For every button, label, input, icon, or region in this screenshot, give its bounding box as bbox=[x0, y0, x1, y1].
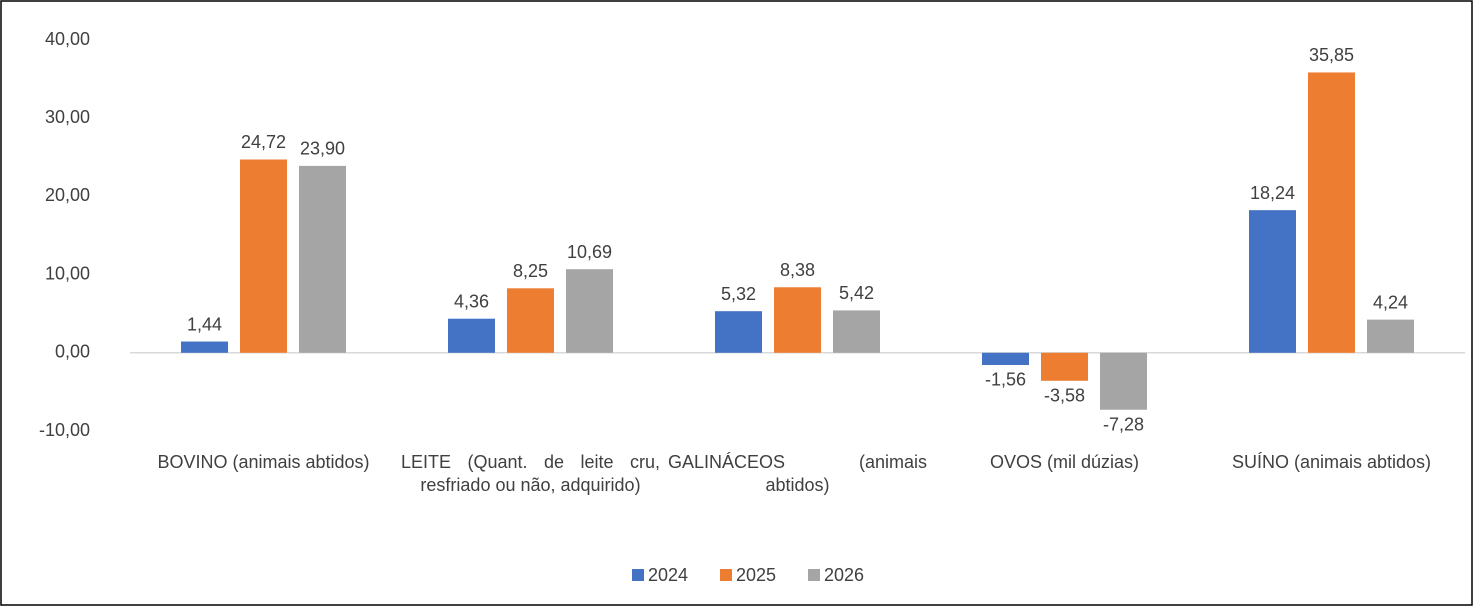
bar bbox=[566, 269, 613, 353]
legend-swatch bbox=[720, 569, 732, 581]
bar bbox=[299, 165, 346, 353]
y-tick-label: 10,00 bbox=[45, 263, 90, 283]
value-label: 18,24 bbox=[1250, 183, 1295, 203]
y-tick-label: -10,00 bbox=[39, 420, 90, 440]
value-label: 23,90 bbox=[300, 139, 345, 159]
bar bbox=[1367, 319, 1414, 353]
legend-swatch bbox=[808, 569, 820, 581]
value-label: 5,42 bbox=[839, 283, 874, 303]
y-tick-label: 40,00 bbox=[45, 29, 90, 49]
bar bbox=[240, 159, 287, 353]
value-label: 8,25 bbox=[513, 261, 548, 281]
bar bbox=[833, 310, 880, 353]
bar bbox=[1041, 352, 1088, 381]
bar bbox=[982, 352, 1029, 365]
legend-label: 2024 bbox=[648, 565, 688, 585]
bar bbox=[1249, 210, 1296, 353]
x-tick-label: BOVINO (animais abtidos) bbox=[157, 452, 370, 472]
bar bbox=[1100, 352, 1147, 410]
bar bbox=[1308, 72, 1355, 353]
bar bbox=[774, 287, 821, 353]
value-label: 24,72 bbox=[241, 132, 286, 152]
x-tick-label: SUÍNO (animais abtidos) bbox=[1231, 452, 1432, 472]
value-label: 4,24 bbox=[1373, 292, 1408, 312]
x-tick-label: LEITE (Quant. de leite cru, resfriado ou… bbox=[401, 452, 660, 495]
value-label: -7,28 bbox=[1103, 414, 1144, 434]
bar bbox=[181, 341, 228, 353]
x-tick-label: OVOS (mil dúzias) bbox=[989, 452, 1140, 472]
value-label: 4,36 bbox=[454, 291, 489, 311]
value-label: 8,38 bbox=[780, 260, 815, 280]
y-tick-label: 30,00 bbox=[45, 107, 90, 127]
value-label: -1,56 bbox=[985, 370, 1026, 390]
bar bbox=[715, 311, 762, 353]
legend-label: 2026 bbox=[824, 565, 864, 585]
x-tick-label: GALINÁCEOS (animais abtidos) bbox=[668, 452, 927, 495]
legend-swatch bbox=[632, 569, 644, 581]
value-label: 5,32 bbox=[721, 284, 756, 304]
value-label: 35,85 bbox=[1309, 45, 1354, 65]
value-label: 10,69 bbox=[567, 242, 612, 262]
value-label: 1,44 bbox=[187, 314, 222, 334]
bar bbox=[448, 318, 495, 353]
legend-label: 2025 bbox=[736, 565, 776, 585]
y-tick-label: 0,00 bbox=[55, 342, 90, 362]
value-label: -3,58 bbox=[1044, 386, 1085, 406]
y-tick-label: 20,00 bbox=[45, 185, 90, 205]
bar bbox=[507, 288, 554, 353]
